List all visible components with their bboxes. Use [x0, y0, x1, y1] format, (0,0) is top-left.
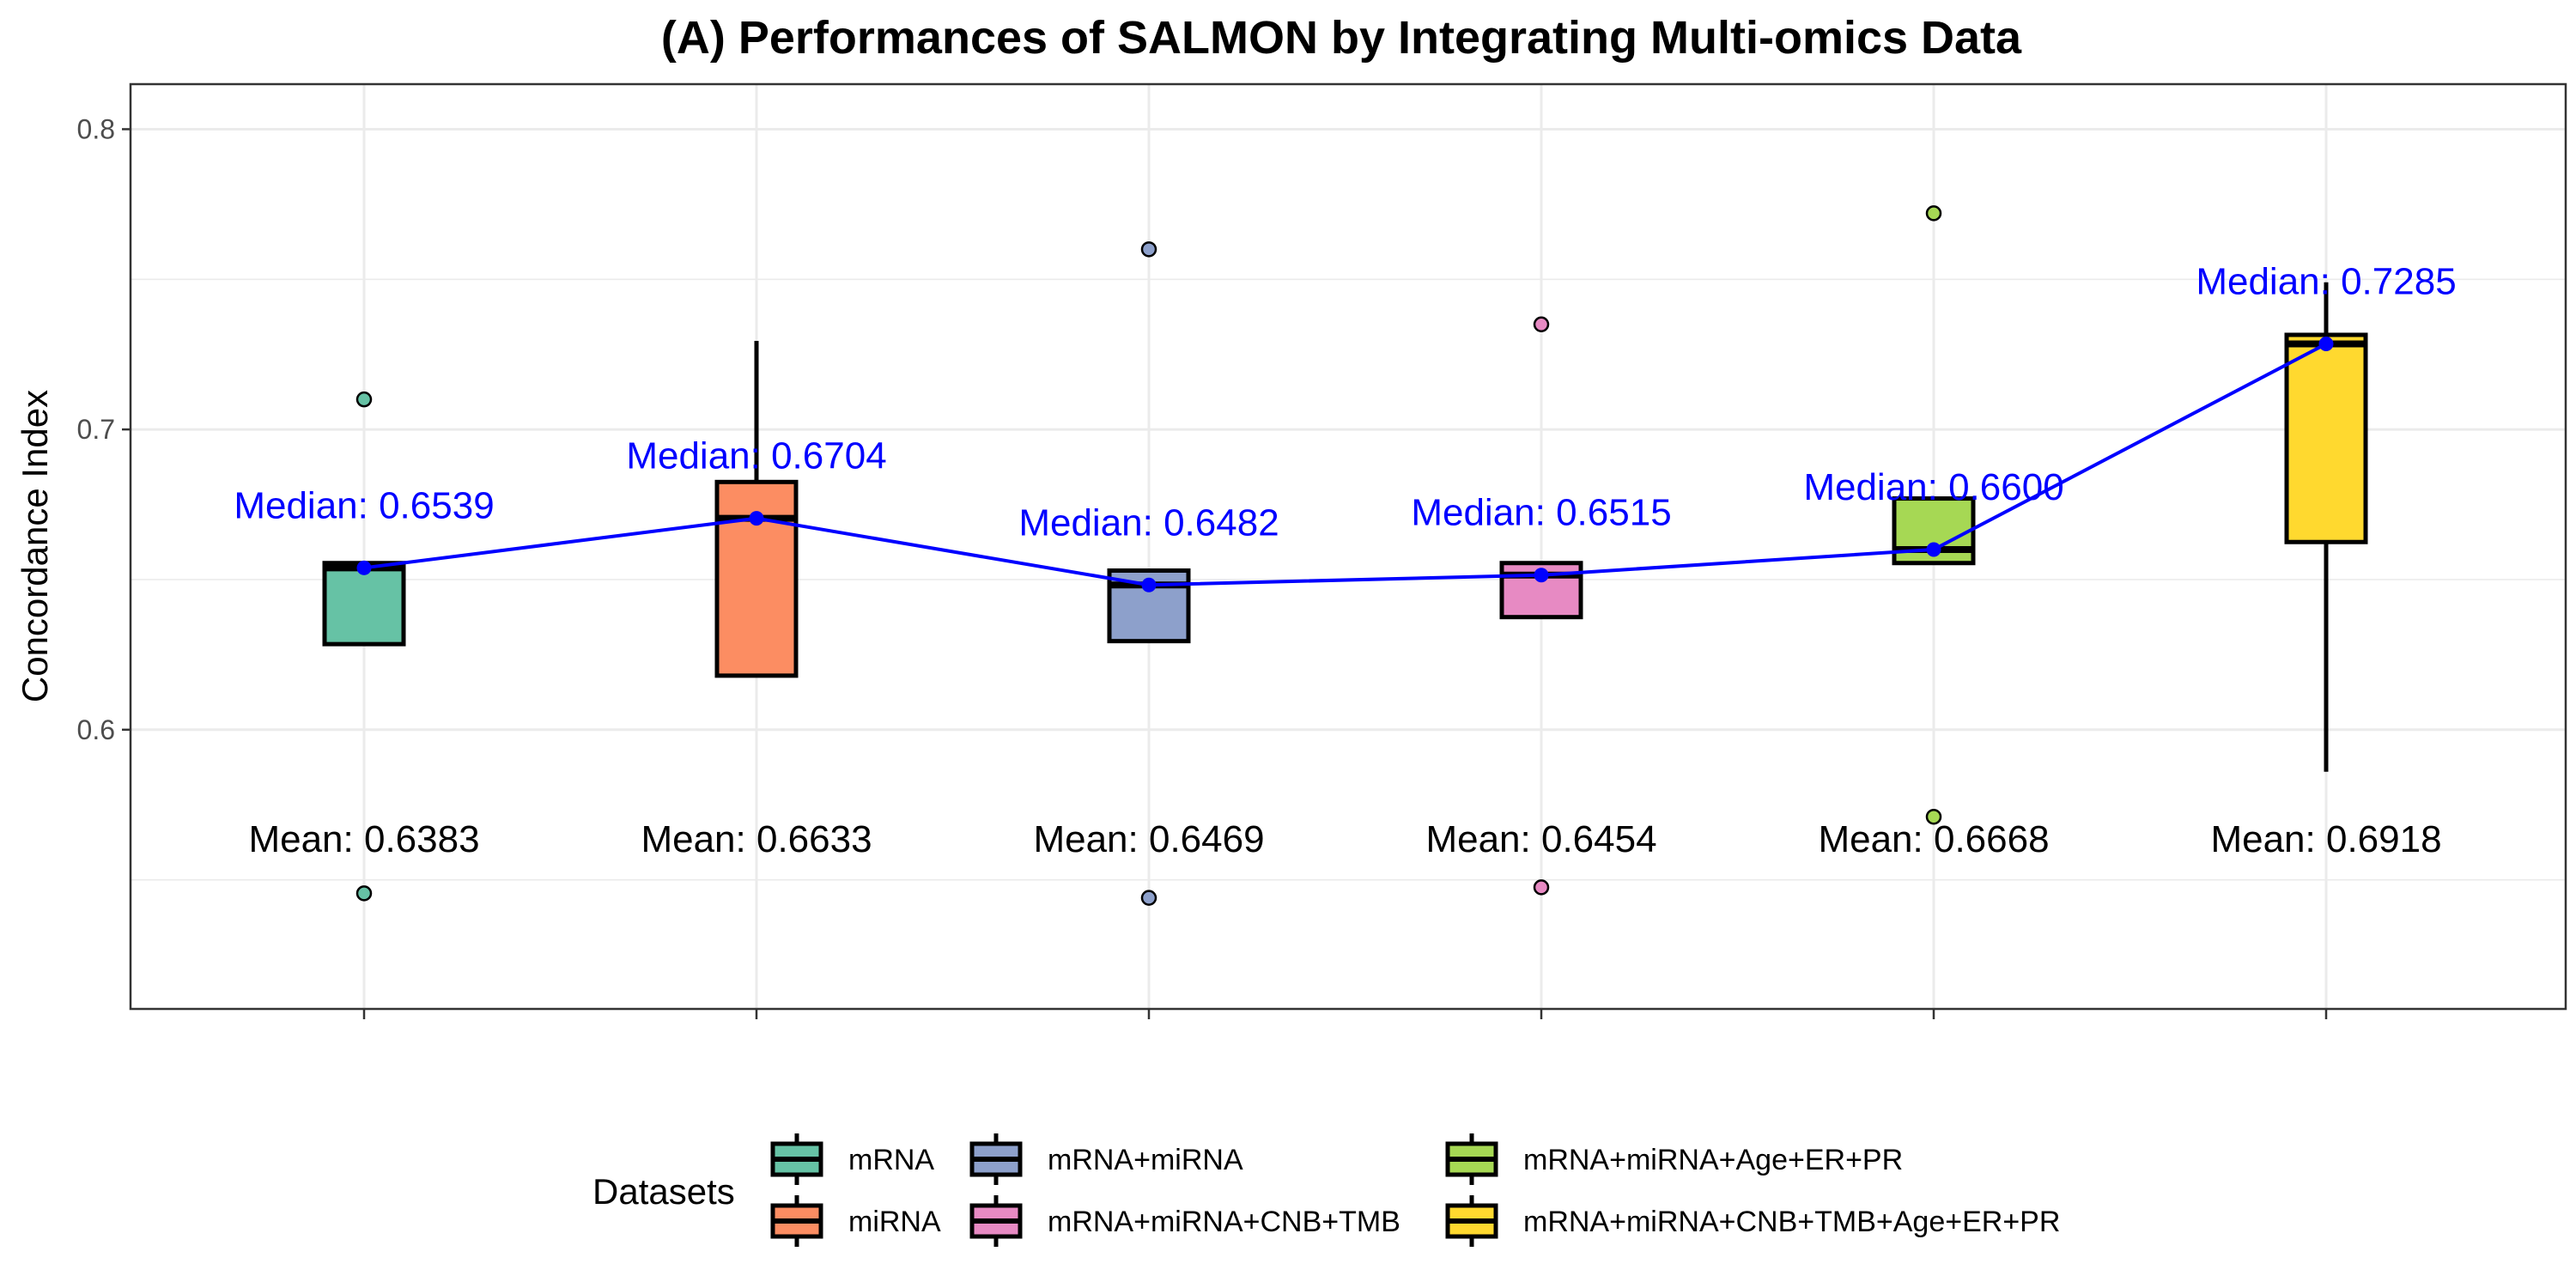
median-point — [1141, 577, 1157, 592]
legend-item: mRNA+miRNA+CNB+TMB — [969, 1195, 1400, 1247]
mean-label: Mean: 0.6918 — [2210, 818, 2441, 860]
box-iqr — [322, 561, 406, 647]
median-label: Median: 0.6539 — [234, 484, 494, 526]
median-label: Median: 0.6482 — [1018, 501, 1279, 544]
legend-label: mRNA+miRNA+CNB+TMB+Age+ER+PR — [1523, 1206, 2060, 1238]
box-group — [322, 391, 406, 902]
outlier-point — [355, 885, 373, 902]
outlier-point — [1533, 879, 1550, 896]
y-tick-label: 0.7 — [77, 414, 115, 445]
median-label: Median: 0.6600 — [1803, 466, 2063, 508]
label-layer: Median: 0.6539 Mean: 0.6383 Median: 0.6704… — [234, 260, 2456, 860]
outlier-point — [355, 391, 373, 408]
median-label: Median: 0.6515 — [1411, 492, 1671, 534]
legend-item: mRNA+miRNA — [969, 1133, 1243, 1185]
outlier-point — [1925, 205, 1942, 222]
legend-item: mRNA — [770, 1133, 934, 1185]
legend-item: miRNA — [770, 1195, 941, 1247]
mean-label: Mean: 0.6469 — [1033, 818, 1264, 860]
legend-label: mRNA+miRNA+CNB+TMB — [1048, 1206, 1400, 1238]
legend-label: mRNA+miRNA — [1048, 1144, 1243, 1176]
box-group — [2284, 282, 2368, 772]
median-label: Median: 0.7285 — [2196, 260, 2456, 302]
plot-panel-border — [129, 82, 2567, 1011]
legend: Datasets mRNA miRNA mRNA+miRNA mRNA+miRNA+C… — [592, 1133, 2060, 1247]
outlier-point — [1925, 808, 1942, 825]
median-point — [749, 511, 764, 526]
box-iqr — [2284, 332, 2368, 544]
legend-item: mRNA+miRNA+CNB+TMB+Age+ER+PR — [1445, 1195, 2060, 1247]
mean-label: Mean: 0.6633 — [641, 818, 872, 860]
median-line-layer — [356, 336, 2334, 592]
median-point — [1534, 568, 1549, 583]
legend-item: mRNA+miRNA+Age+ER+PR — [1445, 1133, 1903, 1185]
mean-label: Mean: 0.6668 — [1818, 818, 2049, 860]
legend-label: miRNA — [848, 1206, 941, 1238]
median-label: Median: 0.6704 — [626, 435, 886, 477]
outlier-point — [1140, 890, 1157, 906]
y-axis-label: Concordance Index — [15, 390, 55, 702]
box-group — [714, 340, 799, 678]
legend-label: mRNA+miRNA+Age+ER+PR — [1523, 1144, 1903, 1176]
y-tick-label: 0.6 — [77, 714, 115, 745]
outlier-point — [1140, 241, 1157, 258]
axis-layer: 0.6 0.7 0.8 — [77, 113, 2328, 1019]
y-tick-label: 0.8 — [77, 113, 115, 144]
legend-title: Datasets — [592, 1171, 735, 1212]
median-point — [2318, 336, 2334, 351]
mean-label: Mean: 0.6383 — [248, 818, 479, 860]
grid-layer — [131, 84, 2566, 1009]
median-point — [1926, 542, 1941, 557]
median-trend-line — [363, 342, 2327, 587]
box-layer — [322, 205, 2368, 906]
mean-label: Mean: 0.6454 — [1425, 818, 1656, 860]
legend-label: mRNA — [848, 1144, 934, 1176]
outlier-point — [1533, 316, 1550, 332]
chart-title: (A) Performances of SALMON by Integratin… — [661, 12, 2022, 64]
median-point — [356, 560, 372, 575]
